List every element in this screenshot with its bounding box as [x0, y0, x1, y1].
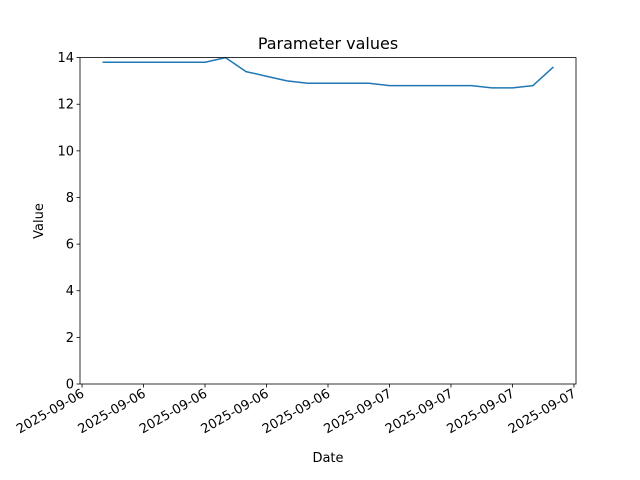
y-tick-label: 0	[66, 378, 74, 393]
x-axis-label: Date	[312, 451, 343, 466]
axes-frame	[79, 57, 577, 385]
y-tick-label: 2	[66, 331, 74, 346]
y-axis-label: Value	[32, 203, 47, 239]
y-tick-label: 12	[57, 98, 74, 113]
chart-title: Parameter values	[258, 34, 398, 53]
y-tick-label: 6	[66, 238, 74, 253]
y-tick-label: 8	[66, 191, 74, 206]
data-line	[102, 56, 554, 89]
y-tick-label: 10	[57, 144, 74, 159]
y-tick-label: 14	[57, 51, 74, 66]
y-tick-label: 4	[66, 284, 74, 299]
